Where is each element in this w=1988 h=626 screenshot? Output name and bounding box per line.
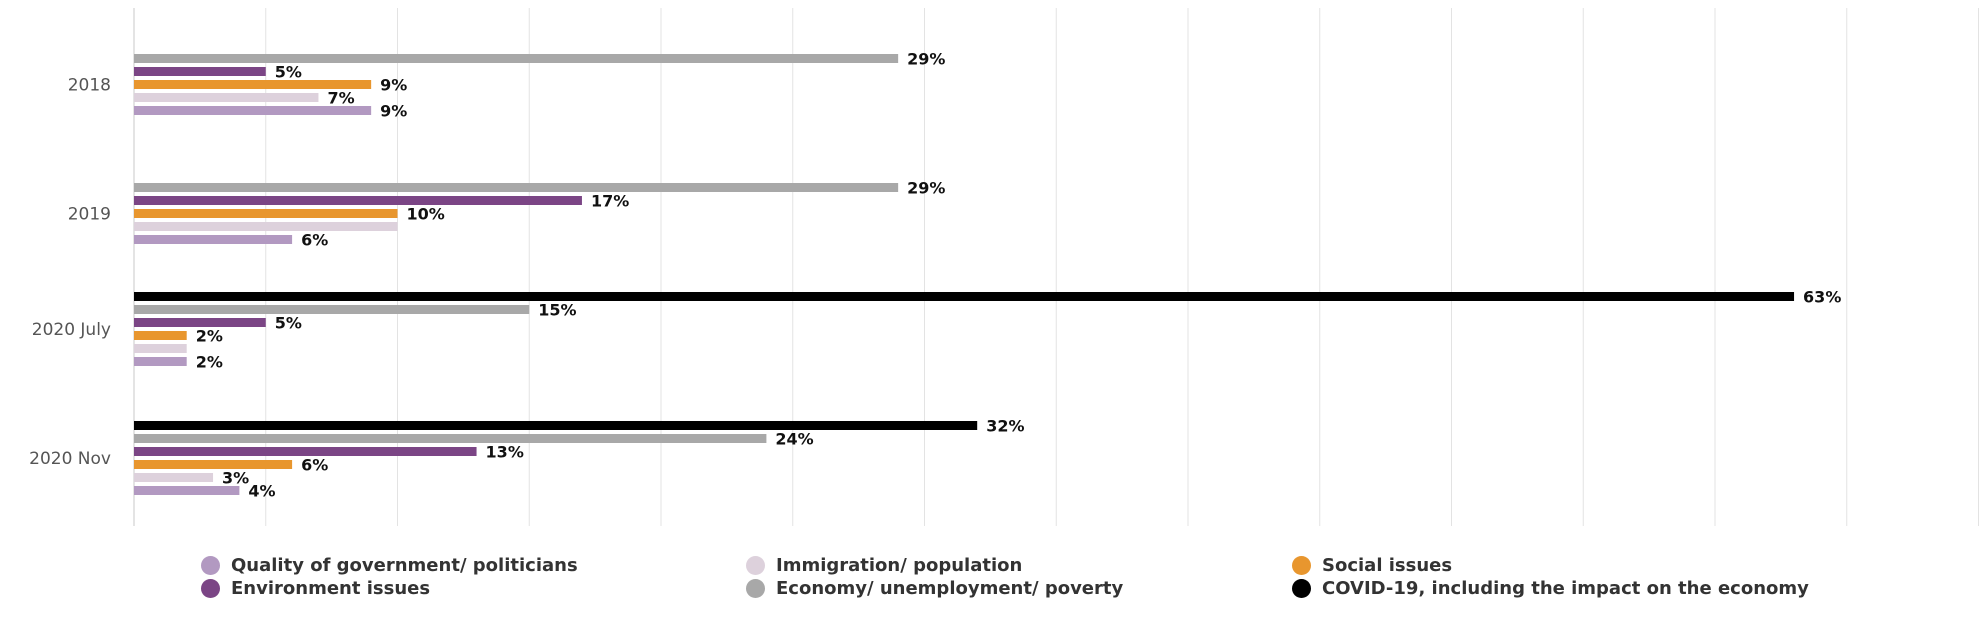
bar xyxy=(134,447,477,456)
bar xyxy=(134,209,398,218)
category-labels: 2018 2019 2020 July 2020 Nov xyxy=(29,76,111,470)
legend-item[interactable]: Social issues xyxy=(1292,553,1452,577)
legend-label: Economy/ unemployment/ poverty xyxy=(776,577,1124,599)
legend-item[interactable]: COVID-19, including the impact on the ec… xyxy=(1292,576,1809,600)
data-label: 10% xyxy=(407,205,445,224)
data-label: 5% xyxy=(275,314,302,333)
value-labels: 29% 5% 9% 7% 9% 29% 17% 10% 6% 63% 15% 5% 2% 2% 32% 24%… xyxy=(196,50,1842,501)
legend-item[interactable]: Environment issues xyxy=(201,576,430,600)
bar xyxy=(134,344,187,353)
data-label: 15% xyxy=(538,301,576,320)
category-label: 2019 xyxy=(68,205,111,225)
category-label: 2020 Nov xyxy=(29,449,111,469)
bar xyxy=(134,235,293,244)
legend-swatch xyxy=(1292,578,1311,598)
gridlines xyxy=(133,8,1979,526)
legend: Quality of government/ politicians Immigr… xyxy=(0,553,1988,613)
category-label: 2020 July xyxy=(32,320,111,340)
legend-swatch xyxy=(746,578,765,598)
legend-label: Quality of government/ politicians xyxy=(231,554,578,576)
data-label: 2% xyxy=(196,327,223,346)
bar xyxy=(134,93,319,102)
legend-swatch xyxy=(201,578,220,598)
data-label: 7% xyxy=(327,89,354,108)
legend-item[interactable]: Economy/ unemployment/ poverty xyxy=(746,576,1123,600)
data-label: 29% xyxy=(907,179,945,198)
legend-label: Immigration/ population xyxy=(776,554,1023,576)
legend-label: Environment issues xyxy=(231,577,431,599)
data-label: 2% xyxy=(196,353,223,372)
bar xyxy=(134,460,293,469)
bar xyxy=(134,106,372,115)
data-label: 5% xyxy=(275,63,302,82)
bar xyxy=(134,473,214,482)
data-label: 29% xyxy=(907,50,945,69)
bar xyxy=(134,80,372,89)
data-label: 4% xyxy=(248,482,275,501)
bar xyxy=(134,486,240,495)
bar xyxy=(134,318,266,327)
bars xyxy=(134,54,1795,495)
bar xyxy=(134,67,266,76)
bar xyxy=(134,331,187,340)
data-label: 6% xyxy=(301,231,328,250)
category-label: 2018 xyxy=(68,76,111,96)
bar-chart: 29% 5% 9% 7% 9% 29% 17% 10% 6% 63% 15% 5% 2% 2% 32% 24%… xyxy=(29,8,1979,526)
data-label: 9% xyxy=(380,102,407,121)
legend-swatch xyxy=(746,555,765,575)
data-label: 24% xyxy=(775,430,813,449)
data-label: 63% xyxy=(1803,288,1841,307)
bar xyxy=(134,54,899,63)
legend-swatch xyxy=(1292,555,1311,575)
data-label: 9% xyxy=(380,76,407,95)
legend-item[interactable]: Immigration/ population xyxy=(746,553,1022,577)
data-label: 6% xyxy=(301,456,328,475)
bar xyxy=(134,305,530,314)
legend-item[interactable]: Quality of government/ politicians xyxy=(201,553,578,577)
bar xyxy=(134,222,398,231)
bar xyxy=(134,196,582,205)
bar xyxy=(134,434,767,443)
bar xyxy=(134,421,978,430)
legend-label: COVID-19, including the impact on the ec… xyxy=(1322,577,1809,599)
data-label: 32% xyxy=(986,417,1024,436)
data-label: 13% xyxy=(486,443,524,462)
legend-label: Social issues xyxy=(1322,554,1453,576)
bar xyxy=(134,357,187,366)
data-label: 17% xyxy=(591,192,629,211)
legend-swatch xyxy=(201,555,220,575)
data-label: 3% xyxy=(222,469,249,488)
bar xyxy=(134,183,899,192)
bar xyxy=(134,292,1795,301)
